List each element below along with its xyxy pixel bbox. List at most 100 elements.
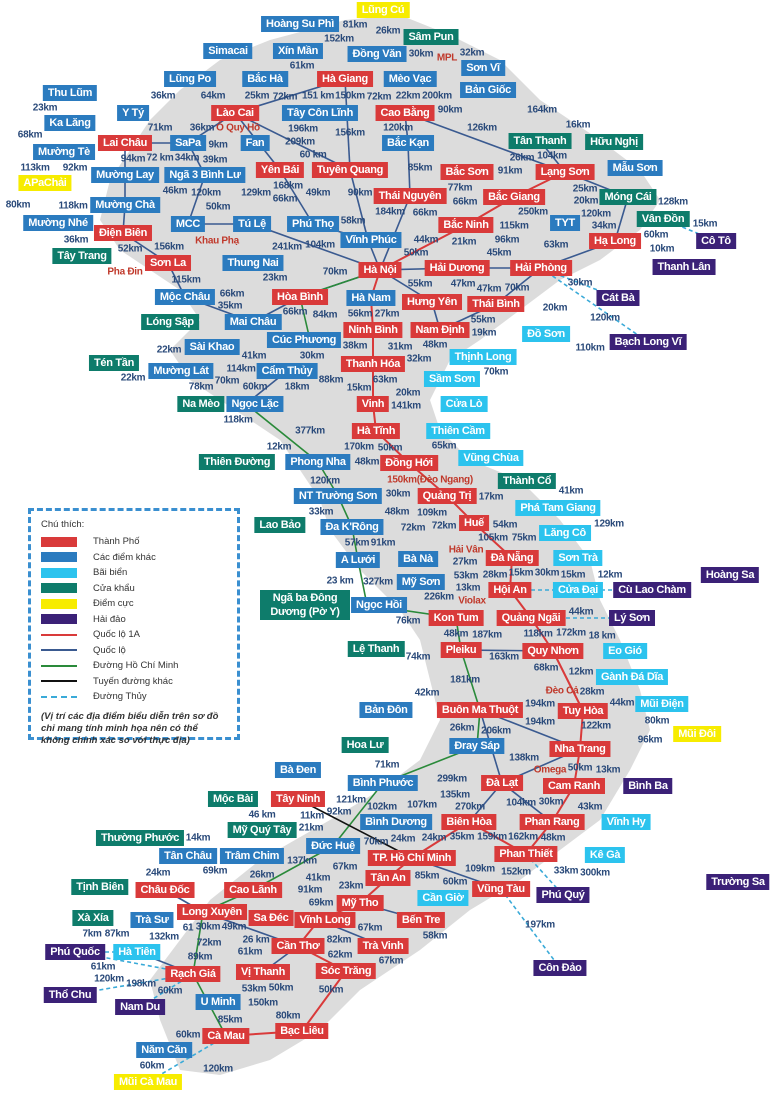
place-beach[interactable]: Sơn Trà <box>553 550 603 566</box>
place-beach[interactable]: Phá Tam Giang <box>515 500 601 516</box>
place-other[interactable]: Bình Phước <box>347 775 419 791</box>
place-border[interactable]: Mộc Bài <box>207 791 259 807</box>
place-beach[interactable]: Đồ Sơn <box>522 326 570 342</box>
place-city[interactable]: Quảng Trị <box>417 488 477 504</box>
place-city[interactable]: Hà Giang <box>317 71 373 87</box>
place-other[interactable]: Mỹ Sơn <box>396 574 446 590</box>
place-city[interactable]: Yên Bái <box>255 162 305 178</box>
place-beach[interactable]: Sầm Sơn <box>423 371 481 387</box>
place-city[interactable]: Tuyên Quang <box>311 162 389 178</box>
place-border[interactable]: Na Mèo <box>177 396 225 412</box>
place-other[interactable]: Mường Chà <box>90 197 160 213</box>
place-other[interactable]: Lũng Po <box>164 71 216 87</box>
place-extreme[interactable]: Lũng Cú <box>356 2 410 18</box>
place-city[interactable]: Hưng Yên <box>402 294 462 310</box>
place-city[interactable]: Hạ Long <box>589 233 641 249</box>
place-island[interactable]: Thanh Lân <box>652 259 716 275</box>
place-beach[interactable]: Vĩnh Hy <box>601 814 651 830</box>
place-other[interactable]: Ngọc Lặc <box>226 396 284 412</box>
place-border[interactable]: Ngã ba Đông Dương (Pờ Y) <box>260 590 350 620</box>
place-island[interactable]: Cô Tô <box>696 233 736 249</box>
place-city[interactable]: Vinh <box>356 396 390 412</box>
place-island[interactable]: Cát Bà <box>596 290 640 306</box>
place-border[interactable]: Tén Tần <box>88 355 140 371</box>
place-extreme[interactable]: Mũi Cà Mau <box>113 1074 183 1090</box>
place-beach[interactable]: Mũi Điện <box>635 696 689 712</box>
place-beach[interactable]: Cửa Đại <box>552 582 604 598</box>
place-city[interactable]: Kon Tum <box>428 610 484 626</box>
place-border[interactable]: Lệ Thanh <box>347 641 405 657</box>
place-beach[interactable]: Gành Đá Dĩa <box>595 669 669 685</box>
place-other[interactable]: SaPa <box>170 135 206 151</box>
place-city[interactable]: Tân An <box>365 870 411 886</box>
place-city[interactable]: Cà Mau <box>202 1028 250 1044</box>
place-city[interactable]: Quảng Ngãi <box>496 610 566 626</box>
place-beach[interactable]: Hà Tiên <box>113 944 161 960</box>
place-other[interactable]: Hà Nam <box>346 290 396 306</box>
place-city[interactable]: Đà Lạt <box>481 775 523 791</box>
place-island[interactable]: Phú Quý <box>536 887 590 903</box>
place-other[interactable]: Tú Lệ <box>233 216 271 232</box>
place-other[interactable]: Vĩnh Phúc <box>340 232 402 248</box>
place-city[interactable]: Hội An <box>488 582 532 598</box>
place-beach[interactable]: Lăng Cô <box>539 525 591 541</box>
place-city[interactable]: Nha Trang <box>549 741 611 757</box>
place-other[interactable]: Mường Lát <box>148 363 214 379</box>
place-other[interactable]: Bà Nà <box>398 551 438 567</box>
place-city[interactable]: Bắc Ninh <box>438 217 494 233</box>
place-other[interactable]: MCC <box>170 216 206 232</box>
place-city[interactable]: Đồng Hới <box>380 455 438 471</box>
place-other[interactable]: Mường Lay <box>91 167 159 183</box>
place-city[interactable]: Thái Bình <box>467 296 525 312</box>
place-border[interactable]: Hữu Nghị <box>585 134 643 150</box>
place-island[interactable]: Nam Du <box>115 999 165 1015</box>
place-island[interactable]: Lý Sơn <box>609 610 655 626</box>
place-city[interactable]: Phan Thiết <box>494 846 558 862</box>
place-island[interactable]: Phú Quốc <box>45 944 105 960</box>
place-beach[interactable]: Eo Gió <box>603 643 647 659</box>
place-other[interactable]: Ka Lăng <box>44 115 96 131</box>
place-city[interactable]: Hà Tĩnh <box>351 423 401 439</box>
place-city[interactable]: Buôn Ma Thuột <box>436 702 524 718</box>
place-city[interactable]: Hải Dương <box>424 260 490 276</box>
place-other[interactable]: Fan <box>240 135 270 151</box>
place-city[interactable]: Bắc Sơn <box>440 164 494 180</box>
place-city[interactable]: TP. Hồ Chí Minh <box>367 850 457 866</box>
place-other[interactable]: Ngọc Hồi <box>351 597 407 613</box>
place-border[interactable]: Hoa Lư <box>341 737 389 753</box>
place-city[interactable]: Phan Rang <box>519 814 585 830</box>
place-beach[interactable]: Thịnh Long <box>449 349 517 365</box>
place-city[interactable]: Cam Ranh <box>543 778 605 794</box>
place-city[interactable]: Hòa Bình <box>272 289 328 305</box>
place-city[interactable]: Thanh Hóa <box>340 356 406 372</box>
place-other[interactable]: Mẫu Sơn <box>607 160 663 176</box>
place-border[interactable]: Thiên Đường <box>198 454 276 470</box>
place-other[interactable]: Bà Đen <box>274 762 322 778</box>
place-border[interactable]: Mỹ Quý Tây <box>227 822 297 838</box>
place-other[interactable]: Simacai <box>203 43 253 59</box>
place-city[interactable]: Bạc Liêu <box>275 1023 329 1039</box>
place-city[interactable]: Lào Cai <box>211 105 259 121</box>
place-other[interactable]: Mường Nhé <box>23 215 93 231</box>
place-island[interactable]: Trường Sa <box>706 874 770 890</box>
place-other[interactable]: Tân Châu <box>159 848 217 864</box>
place-other[interactable]: Mèo Vạc <box>383 71 437 87</box>
place-extreme[interactable]: Mũi Đôi <box>673 726 721 742</box>
place-city[interactable]: Sóc Trăng <box>315 963 377 979</box>
place-other[interactable]: Bắc Hà <box>242 71 288 87</box>
place-city[interactable]: Cao Lãnh <box>224 882 282 898</box>
place-other[interactable]: TYT <box>550 215 580 231</box>
place-other[interactable]: Phú Thọ <box>287 216 339 232</box>
place-border[interactable]: Móng Cái <box>599 189 657 205</box>
place-other[interactable]: A Lưới <box>335 552 381 568</box>
place-city[interactable]: Lai Châu <box>97 135 153 151</box>
place-border[interactable]: Xà Xía <box>72 910 114 926</box>
place-other[interactable]: NT Trường Sơn <box>293 488 383 504</box>
place-city[interactable]: Vị Thanh <box>235 964 291 980</box>
place-city[interactable]: Hải Phòng <box>510 260 572 276</box>
place-other[interactable]: U Minh <box>195 994 241 1010</box>
place-border[interactable]: Sâm Pun <box>403 29 459 45</box>
place-other[interactable]: Cẩm Thủy <box>256 363 318 379</box>
place-beach[interactable]: Vũng Chùa <box>458 450 524 466</box>
place-city[interactable]: Ninh Bình <box>343 322 403 338</box>
